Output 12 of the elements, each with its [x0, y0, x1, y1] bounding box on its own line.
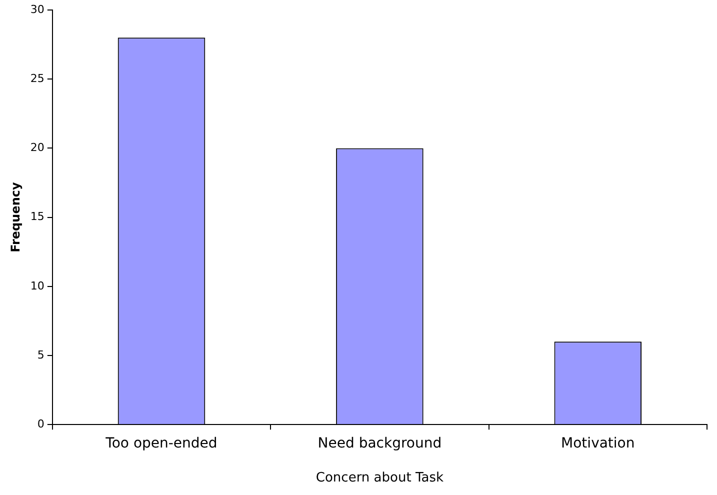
y-tick-label: 25	[30, 72, 44, 85]
y-tick-label: 30	[30, 2, 44, 16]
y-tick-label: 10	[30, 279, 44, 292]
y-tick-label: 0	[37, 417, 44, 430]
x-tick-label: Motivation	[561, 436, 635, 452]
y-axis-title: Frequency	[8, 182, 22, 252]
x-tick-label: Need background	[318, 436, 442, 452]
y-tick-label: 15	[30, 210, 44, 224]
y-tick-label: 5	[37, 348, 44, 362]
x-axis-title: Concern about Task	[316, 470, 444, 486]
y-tick-label: 20	[30, 141, 44, 154]
x-tick-label: Too open-ended	[104, 436, 218, 452]
